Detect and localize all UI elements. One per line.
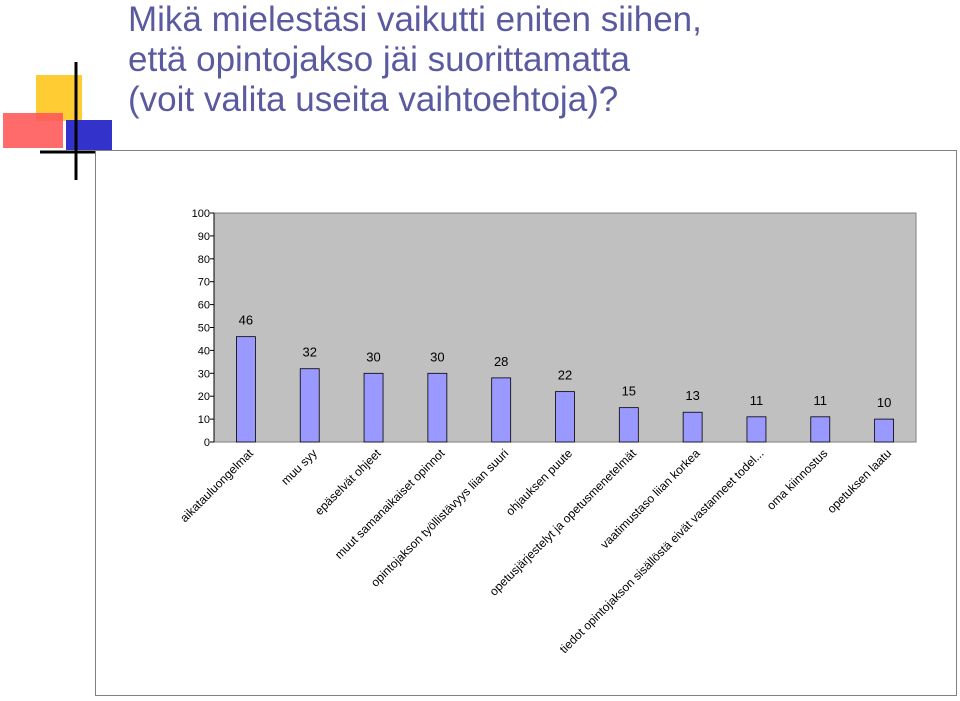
- category-label: opintojakson työllistävyys liian suuri: [368, 446, 511, 589]
- y-tick-label: 20: [198, 391, 210, 403]
- category-label: epäselvät ohjeet: [312, 446, 384, 518]
- category-label: oma kiinnostus: [764, 446, 831, 513]
- y-tick-label: 80: [198, 254, 210, 266]
- bar: [363, 372, 384, 443]
- logo-blue-square: [66, 120, 112, 150]
- data-label: 32: [302, 345, 316, 360]
- data-label: 11: [750, 393, 764, 408]
- bar: [618, 407, 639, 443]
- decorative-logo: [3, 62, 128, 180]
- data-label: 30: [430, 349, 444, 364]
- category-label: muut samanaikaiset opinnot: [332, 446, 448, 562]
- data-label: 10: [877, 395, 891, 410]
- y-axis: 0 10 20 30 40 50 60 70 80 90 100: [192, 208, 215, 449]
- page-title: Mikä mielestäsi vaikutti eniten siihen, …: [128, 0, 928, 120]
- category-label: opetuksen laatu: [824, 446, 894, 516]
- title-line-1: Mikä mielestäsi vaikutti eniten siihen,: [128, 0, 702, 39]
- bar: [746, 416, 767, 443]
- category-label: ohjauksen puute: [503, 446, 575, 518]
- y-tick-label: 40: [198, 345, 210, 357]
- bar: [299, 368, 320, 443]
- bar: [682, 411, 703, 443]
- data-label: 11: [814, 393, 828, 408]
- bar: [491, 377, 512, 443]
- y-tick-label: 100: [192, 208, 210, 220]
- bar: [236, 336, 256, 443]
- y-tick-label: 50: [198, 323, 210, 335]
- data-label: 15: [622, 384, 636, 399]
- y-tick-label: 0: [204, 437, 210, 449]
- bar-chart: 0 10 20 30 40 50 60 70 80 90 100 46 32 30 30 28 22 15 13 1…: [177, 208, 917, 656]
- category-label: muu syy: [278, 446, 319, 487]
- category-label: aikatauluongelmat: [177, 446, 256, 525]
- chart-frame: 0 10 20 30 40 50 60 70 80 90 100 46 32 30 30 28 22 15 13 1…: [95, 150, 957, 696]
- data-label: 13: [685, 388, 699, 403]
- data-label: 30: [366, 349, 380, 364]
- title-line-2: että opintojakso jäi suorittamatta: [128, 40, 630, 79]
- title-line-3: (voit valita useita vaihtoehtoja)?: [128, 80, 619, 119]
- bar: [555, 391, 575, 443]
- y-tick-label: 30: [198, 368, 210, 380]
- y-tick-label: 90: [198, 231, 210, 243]
- y-tick-label: 10: [198, 414, 210, 426]
- logo-red-square: [3, 113, 63, 148]
- bar: [874, 418, 894, 443]
- bars: [236, 336, 894, 443]
- data-label: 28: [494, 354, 508, 369]
- data-label: 22: [558, 368, 572, 383]
- bar: [810, 416, 831, 443]
- y-tick-label: 60: [198, 300, 210, 312]
- data-labels: 46 32 30 30 28 22 15 13 11 11 10: [239, 313, 892, 410]
- bar: [427, 372, 448, 443]
- y-tick-label: 70: [198, 277, 210, 289]
- data-label: 46: [239, 313, 253, 328]
